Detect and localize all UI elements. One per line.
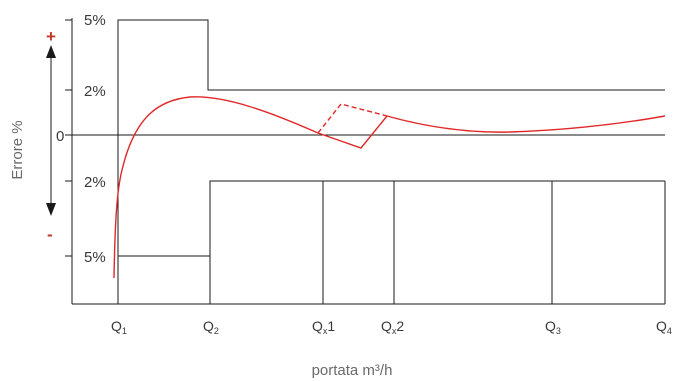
y-tick-label: 0 xyxy=(56,128,64,145)
x-tick-label-q1: Q1 xyxy=(111,318,127,336)
y-tick-label: 5% xyxy=(84,249,106,266)
x-tick-label-qx1: Qx1 xyxy=(312,318,335,336)
error-curve xyxy=(113,96,319,279)
plus-sign: + xyxy=(46,27,56,46)
x-tick-label-q4: Q4 xyxy=(656,318,672,336)
y-tick-label: 2% xyxy=(84,174,106,191)
x-tick-label-qx2: Qx2 xyxy=(381,318,404,336)
minus-sign: - xyxy=(47,225,53,244)
error-curve-tail xyxy=(386,115,666,133)
upper-tolerance-limit xyxy=(117,19,665,304)
arrow-down-icon xyxy=(46,203,56,216)
error-curve-dip xyxy=(317,115,388,149)
error-curve-alternative-dashed xyxy=(317,103,388,134)
error-direction-arrow xyxy=(46,45,56,216)
y-tick-label: 2% xyxy=(84,83,106,100)
axes xyxy=(65,18,665,305)
x-tick-label-q2: Q2 xyxy=(203,318,219,336)
lower-tolerance-limit xyxy=(118,180,665,257)
flow-dividers xyxy=(322,181,666,304)
arrow-up-icon xyxy=(46,45,56,58)
y-axis-title: Errore % xyxy=(9,120,26,179)
y-tick-label: 5% xyxy=(84,12,106,29)
x-tick-label-q3: Q3 xyxy=(545,318,561,336)
x-axis-title: portata m³/h xyxy=(312,362,393,379)
